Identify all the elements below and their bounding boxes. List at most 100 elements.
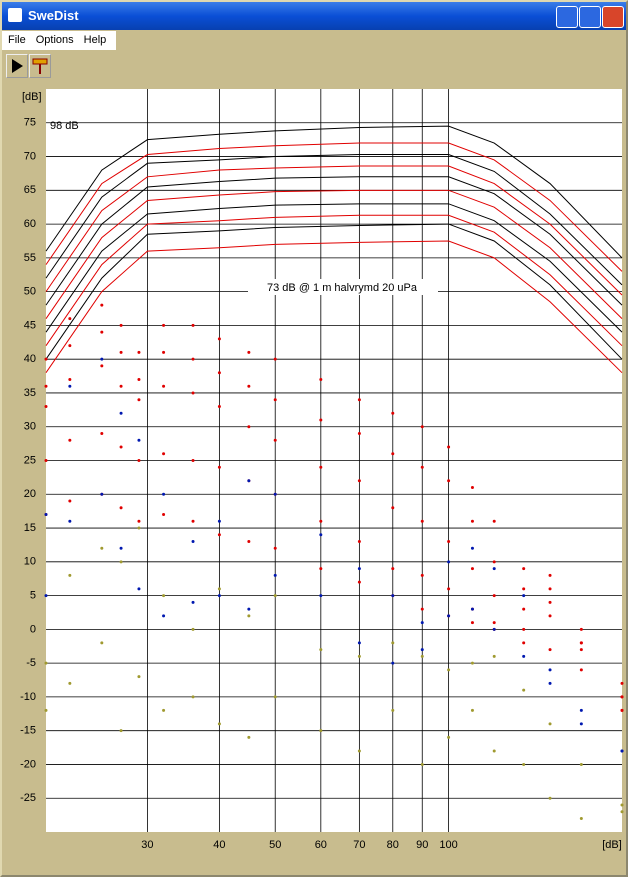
data-dot bbox=[162, 323, 166, 327]
data-dot bbox=[44, 594, 48, 598]
data-dot bbox=[137, 377, 141, 381]
data-dot bbox=[68, 573, 72, 577]
data-dot bbox=[357, 398, 361, 402]
level-curve bbox=[45, 203, 623, 333]
data-dot bbox=[548, 600, 552, 604]
level-curve bbox=[45, 223, 623, 360]
x-tick-label: 50 bbox=[269, 839, 281, 851]
data-dot bbox=[420, 607, 424, 611]
data-dot bbox=[44, 384, 48, 388]
data-dot bbox=[44, 513, 48, 517]
data-dot bbox=[273, 492, 277, 496]
play-button[interactable] bbox=[6, 54, 28, 78]
data-dot bbox=[391, 594, 395, 598]
data-dot bbox=[247, 540, 251, 544]
x-tick-label: 70 bbox=[353, 839, 365, 851]
data-dot bbox=[162, 384, 166, 388]
data-dot bbox=[319, 519, 323, 523]
y-tick-label: -5 bbox=[26, 657, 36, 669]
data-dot bbox=[470, 621, 474, 625]
data-dot bbox=[579, 668, 583, 672]
data-dot bbox=[273, 357, 277, 361]
data-dot bbox=[579, 816, 583, 820]
x-axis-label: [dB] bbox=[602, 839, 622, 851]
data-dot bbox=[191, 459, 195, 462]
data-dot bbox=[492, 621, 496, 625]
data-dot bbox=[162, 513, 166, 517]
data-dot bbox=[68, 344, 72, 348]
data-dot bbox=[137, 350, 141, 354]
data-dot bbox=[620, 749, 624, 753]
level-curve bbox=[45, 189, 623, 320]
data-dot bbox=[420, 519, 424, 523]
tool-button[interactable] bbox=[29, 54, 51, 78]
data-dot bbox=[447, 668, 451, 672]
data-dot bbox=[247, 384, 251, 388]
data-dot bbox=[191, 391, 195, 395]
data-dot bbox=[68, 519, 72, 523]
annotation: 73 dB @ 1 m halvrymd 20 uPa bbox=[267, 282, 418, 294]
data-dot bbox=[68, 384, 72, 388]
y-tick-label: 60 bbox=[24, 218, 36, 230]
data-dot bbox=[119, 411, 123, 415]
data-dot bbox=[447, 540, 451, 544]
data-dot bbox=[100, 546, 104, 550]
data-dot bbox=[191, 627, 195, 631]
data-dot bbox=[470, 607, 474, 611]
data-dot bbox=[247, 607, 251, 611]
data-dot bbox=[357, 580, 361, 584]
y-tick-label: 20 bbox=[24, 488, 36, 500]
data-dot bbox=[391, 641, 395, 645]
data-dot bbox=[100, 303, 104, 307]
data-dot bbox=[357, 567, 361, 571]
data-dot bbox=[620, 803, 624, 807]
data-dot bbox=[68, 438, 72, 442]
data-dot bbox=[319, 465, 323, 469]
menu-item[interactable]: File bbox=[8, 34, 26, 46]
annotation-bg bbox=[248, 279, 438, 295]
data-dot bbox=[522, 567, 526, 571]
data-dot bbox=[119, 560, 123, 564]
data-dot bbox=[247, 735, 251, 739]
y-tick-label: -20 bbox=[20, 758, 36, 770]
data-dot bbox=[191, 357, 195, 361]
maximize-button[interactable] bbox=[579, 6, 601, 28]
menu-item[interactable]: Options bbox=[35, 34, 74, 46]
data-dot bbox=[162, 350, 166, 354]
data-dot bbox=[247, 614, 251, 618]
x-tick-label: 30 bbox=[141, 839, 153, 851]
data-dot bbox=[470, 661, 474, 665]
data-dot bbox=[137, 675, 141, 679]
data-dot bbox=[273, 398, 277, 402]
data-dot bbox=[420, 654, 424, 658]
data-dot bbox=[217, 465, 221, 469]
data-dot bbox=[119, 506, 123, 510]
data-dot bbox=[217, 722, 221, 726]
data-dot bbox=[273, 573, 277, 577]
data-dot bbox=[217, 371, 221, 375]
data-dot bbox=[548, 668, 552, 672]
data-dot bbox=[391, 661, 395, 665]
data-dot bbox=[447, 587, 451, 591]
menu-bar: File Options Help bbox=[2, 31, 116, 50]
data-dot bbox=[470, 519, 474, 523]
data-dot bbox=[191, 600, 195, 604]
close-button[interactable] bbox=[602, 6, 624, 28]
menu-item[interactable]: Help bbox=[83, 34, 107, 46]
data-dot bbox=[447, 735, 451, 739]
x-tick-label: 40 bbox=[213, 839, 225, 851]
y-tick-label: -10 bbox=[20, 691, 36, 703]
data-dot bbox=[522, 654, 526, 658]
data-dot bbox=[357, 479, 361, 483]
data-dot bbox=[273, 438, 277, 442]
level-curve bbox=[45, 142, 623, 272]
data-dot bbox=[492, 567, 496, 571]
data-dot bbox=[217, 519, 221, 523]
data-dot bbox=[470, 546, 474, 550]
minimize-button[interactable] bbox=[556, 6, 578, 28]
data-dot bbox=[191, 695, 195, 699]
data-dot bbox=[548, 796, 552, 800]
data-dot bbox=[522, 762, 526, 766]
data-dot bbox=[319, 377, 323, 381]
data-dot bbox=[273, 546, 277, 550]
